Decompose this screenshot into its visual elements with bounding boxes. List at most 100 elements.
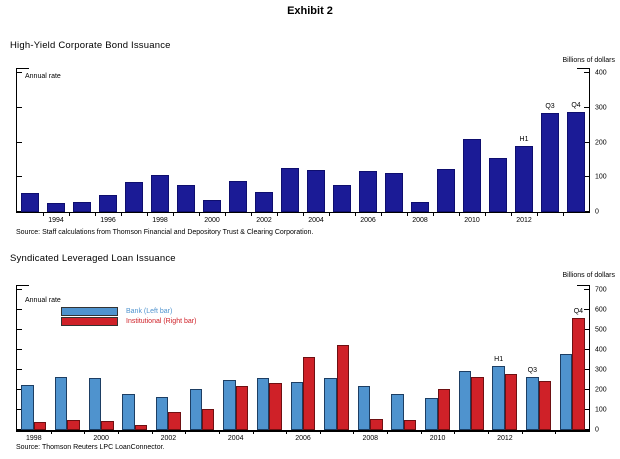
- page-title: Exhibit 2: [287, 5, 333, 17]
- bar-annotation-Q4: Q4: [573, 308, 584, 316]
- x-axis-tick-label: 2002: [256, 217, 272, 224]
- issuance-bar-1999: [176, 185, 196, 212]
- x-axis-tick-label: 1998: [152, 217, 168, 224]
- x-axis-tick-label: 2000: [93, 435, 109, 442]
- y-axis-tick: [17, 349, 22, 350]
- issuance-bar-1994: [46, 203, 66, 212]
- y-axis-tick-label: 200: [595, 386, 607, 394]
- bank-bar-2007: [324, 378, 337, 430]
- y-axis-tick: [17, 106, 22, 108]
- issuance-bar-1998: [150, 175, 170, 212]
- x-axis-tick-label: 2004: [308, 217, 324, 224]
- y-axis-tick: [17, 289, 22, 290]
- bank-bar-2002: [155, 397, 169, 430]
- y-axis-tick-label: 100: [595, 173, 607, 181]
- x-axis-tick-label: 2002: [160, 435, 177, 442]
- x-axis-tick-label: 1994: [48, 217, 64, 224]
- institutional-bar-2005: [269, 382, 282, 430]
- x-axis-tick: [511, 213, 512, 216]
- y-axis-tick-label: 100: [595, 406, 607, 414]
- institutional-bar-2010: [437, 389, 451, 430]
- y-axis-tick-label: 400: [595, 69, 607, 77]
- legend: Bank (Left bar) Institutional (Right bar…: [61, 307, 196, 327]
- high-yield-source: Source: Staff calculations from Thomson …: [16, 229, 314, 236]
- issuance-bar-2000: [202, 200, 222, 212]
- x-axis-tick: [173, 213, 174, 216]
- institutional-legend-swatch: [61, 317, 118, 326]
- x-axis-tick: [420, 431, 422, 434]
- y-axis-tick-label: 0: [595, 426, 599, 434]
- y-axis-tick: [17, 329, 22, 330]
- x-axis-tick: [199, 213, 200, 216]
- x-axis-tick: [355, 213, 356, 216]
- x-axis-tick: [121, 213, 122, 216]
- institutional-bar-H1: [504, 373, 518, 430]
- y-axis-tick-label: 700: [595, 286, 607, 294]
- institutional-bar-2003: [202, 408, 215, 430]
- institutional-bar-1998: [33, 422, 47, 430]
- bank-bar-2009: [391, 394, 404, 430]
- y-axis-tick: [17, 369, 22, 370]
- y-axis-tick: [584, 176, 589, 178]
- issuance-bar-H1: [514, 145, 534, 212]
- bank-bar-2000: [88, 378, 102, 430]
- x-axis-tick: [185, 431, 187, 434]
- issuance-bar-2010: [462, 139, 482, 212]
- bar-annotation-Q3: Q3: [545, 102, 555, 110]
- y-axis-tick: [17, 409, 22, 410]
- legend-row-institutional: Institutional (Right bar): [61, 317, 196, 326]
- institutional-bar-2008: [370, 418, 383, 430]
- institutional-bar-2001: [134, 425, 148, 430]
- y-axis-tick: [17, 309, 22, 310]
- bank-bar-1998: [21, 385, 34, 430]
- x-axis-tick: [84, 431, 86, 434]
- leveraged-loan-source: Source: Thomson Reuters LPC LoanConnecto…: [16, 444, 165, 451]
- y-axis-tick: [584, 72, 589, 73]
- x-axis-tick: [69, 213, 70, 216]
- x-axis-tick-label: 2012: [497, 435, 513, 442]
- high-yield-unit-label: Billions of dollars: [562, 57, 615, 64]
- y-axis-tick: [584, 106, 589, 108]
- y-axis-tick-label: 600: [595, 306, 607, 314]
- y-axis-tick: [17, 72, 22, 73]
- y-axis-tick: [584, 141, 589, 143]
- x-axis-tick: [488, 431, 490, 434]
- x-axis-tick-label: 2006: [360, 217, 376, 224]
- x-axis-tick: [151, 431, 153, 434]
- left-axis-cap: [17, 68, 29, 69]
- x-axis-tick: [381, 213, 382, 216]
- x-axis-tick: [218, 431, 220, 434]
- x-axis-tick: [319, 431, 321, 434]
- x-axis-tick: [537, 213, 538, 216]
- x-axis-tick: [95, 213, 96, 216]
- institutional-bar-Q3: [538, 381, 551, 430]
- x-axis-tick-label: 2008: [412, 217, 428, 224]
- bank-bar-Q3: [526, 377, 539, 430]
- institutional-bar-Q4: [572, 318, 585, 430]
- y-axis-tick: [584, 211, 589, 212]
- y-axis-tick-label: 400: [595, 346, 607, 354]
- issuance-bar-2002: [254, 191, 274, 212]
- x-axis-tick: [407, 213, 408, 216]
- institutional-bar-2006: [303, 356, 316, 430]
- x-axis-tick: [225, 213, 226, 216]
- annual-rate-label: Annual rate: [25, 73, 61, 80]
- x-axis-tick-label: 2004: [227, 435, 244, 442]
- issuance-bar-2006: [358, 171, 378, 212]
- bar-annotation-Q4: Q4: [571, 102, 581, 110]
- bank-bar-2008: [357, 386, 371, 430]
- x-axis-tick-label: 2010: [464, 217, 480, 224]
- x-axis-tick: [485, 213, 486, 216]
- x-axis-tick: [147, 213, 148, 216]
- x-axis-tick: [387, 431, 389, 434]
- bar-annotation-H1: H1: [494, 355, 504, 363]
- institutional-bar-1999: [67, 420, 80, 430]
- y-axis-tick: [584, 309, 589, 310]
- issuance-bar-1995: [72, 202, 92, 212]
- x-axis-tick: [454, 431, 456, 434]
- y-axis-tick: [584, 349, 589, 350]
- bank-bar-2003: [189, 389, 203, 430]
- y-axis-tick: [17, 211, 22, 212]
- institutional-bar-2000: [101, 421, 114, 430]
- issuance-bar-2008: [410, 201, 430, 212]
